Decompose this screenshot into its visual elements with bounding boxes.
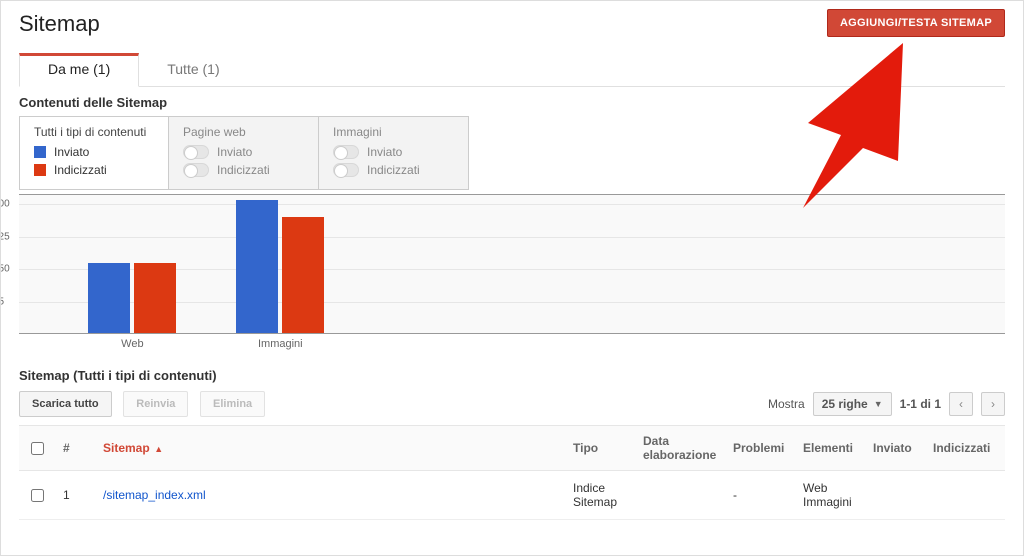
- legend-webpages-title: Pagine web: [183, 125, 298, 139]
- y-tick: 300: [0, 198, 10, 209]
- swatch-red: [34, 164, 46, 176]
- toggle-icon: [333, 163, 359, 177]
- legend-indexed-label: Indicizzati: [54, 163, 107, 177]
- cell-num: 1: [55, 471, 95, 520]
- action-buttons: Scarica tutto Reinvia Elimina: [19, 391, 273, 417]
- page-range: 1-1 di 1: [900, 397, 941, 411]
- legend-web-indexed: Indicizzati: [183, 163, 298, 177]
- legend-img-indexed: Indicizzati: [333, 163, 448, 177]
- chart-bar: [134, 263, 176, 333]
- content-section-title: Contenuti delle Sitemap: [19, 95, 1005, 110]
- table-actions: Scarica tutto Reinvia Elimina Mostra 25 …: [19, 391, 1005, 417]
- legend-all-title: Tutti i tipi di contenuti: [34, 125, 148, 139]
- legend-webpages[interactable]: Pagine web Inviato Indicizzati: [169, 116, 319, 190]
- next-page-button[interactable]: ›: [981, 392, 1005, 416]
- x-tick: Immagini: [258, 338, 303, 350]
- select-all-checkbox[interactable]: [31, 442, 44, 455]
- cell-date: [635, 471, 725, 520]
- sort-asc-icon: ▲: [152, 444, 163, 454]
- legend-web-sent: Inviato: [183, 145, 298, 159]
- resend-button[interactable]: Reinvia: [123, 391, 188, 417]
- col-sitemap[interactable]: Sitemap ▲: [95, 426, 565, 471]
- toggle-icon: [183, 163, 209, 177]
- x-tick: Web: [121, 338, 143, 350]
- col-type[interactable]: Tipo: [565, 426, 635, 471]
- cell-elements: WebImmagini: [795, 471, 865, 520]
- chevron-right-icon: ›: [991, 397, 995, 411]
- chevron-down-icon: ▼: [874, 399, 883, 409]
- row-checkbox[interactable]: [31, 489, 44, 502]
- rows-value: 25 righe: [822, 397, 868, 411]
- cell-problems: -: [725, 471, 795, 520]
- tabs: Da me (1) Tutte (1): [19, 53, 1005, 87]
- cell-type: Indice Sitemap: [565, 471, 635, 520]
- cell-sent: [865, 471, 925, 520]
- y-tick: 150: [0, 264, 10, 275]
- table-row: 1/sitemap_index.xml Indice Sitemap -WebImm…: [19, 471, 1005, 520]
- legend-sent: Inviato: [34, 145, 148, 159]
- y-tick: 75: [0, 297, 4, 308]
- col-elements[interactable]: Elementi: [795, 426, 865, 471]
- add-test-sitemap-button[interactable]: AGGIUNGI/TESTA SITEMAP: [827, 9, 1005, 37]
- tab-all[interactable]: Tutte (1): [139, 53, 247, 86]
- col-sent[interactable]: Inviato: [865, 426, 925, 471]
- col-num[interactable]: #: [55, 426, 95, 471]
- delete-button[interactable]: Elimina: [200, 391, 265, 417]
- legend-sent-label: Inviato: [54, 145, 89, 159]
- chart-x-axis: Web Immagini: [19, 338, 1005, 354]
- toggle-icon: [183, 145, 209, 159]
- col-indexed[interactable]: Indicizzati: [925, 426, 1005, 471]
- sitemap-link[interactable]: /sitemap_index.xml: [103, 488, 206, 502]
- col-problems[interactable]: Problemi: [725, 426, 795, 471]
- toggle-icon: [333, 145, 359, 159]
- rows-select[interactable]: 25 righe ▼: [813, 392, 892, 416]
- sitemap-table: # Sitemap ▲ Tipo Data elaborazione Probl…: [19, 425, 1005, 520]
- chevron-left-icon: ‹: [959, 397, 963, 411]
- cell-indexed: [925, 471, 1005, 520]
- swatch-blue: [34, 146, 46, 158]
- legend-images-title: Immagini: [333, 125, 448, 139]
- col-date[interactable]: Data elaborazione: [635, 426, 725, 471]
- show-label: Mostra: [768, 397, 805, 411]
- download-button[interactable]: Scarica tutto: [19, 391, 112, 417]
- chart: 75150225300 Web Immagini: [19, 194, 1005, 354]
- prev-page-button[interactable]: ‹: [949, 392, 973, 416]
- page-title: Sitemap: [19, 11, 100, 37]
- chart-bar: [282, 217, 324, 333]
- chart-bar: [88, 263, 130, 333]
- table-header-row: # Sitemap ▲ Tipo Data elaborazione Probl…: [19, 426, 1005, 471]
- legend-indexed: Indicizzati: [34, 163, 148, 177]
- tab-mine[interactable]: Da me (1): [19, 53, 139, 87]
- chart-canvas: 75150225300: [19, 194, 1005, 334]
- legend-images[interactable]: Immagini Inviato Indicizzati: [319, 116, 469, 190]
- legend-panel: Tutti i tipi di contenuti Inviato Indici…: [19, 116, 1005, 190]
- sitemap-page: Sitemap AGGIUNGI/TESTA SITEMAP Da me (1)…: [0, 0, 1024, 556]
- pager: Mostra 25 righe ▼ 1-1 di 1 ‹ ›: [768, 392, 1005, 416]
- y-tick: 225: [0, 231, 10, 242]
- chart-bar: [236, 200, 278, 333]
- header: Sitemap AGGIUNGI/TESTA SITEMAP: [19, 9, 1005, 49]
- table-title: Sitemap (Tutti i tipi di contenuti): [19, 368, 1005, 383]
- legend-img-sent: Inviato: [333, 145, 448, 159]
- legend-all-types[interactable]: Tutti i tipi di contenuti Inviato Indici…: [19, 116, 169, 190]
